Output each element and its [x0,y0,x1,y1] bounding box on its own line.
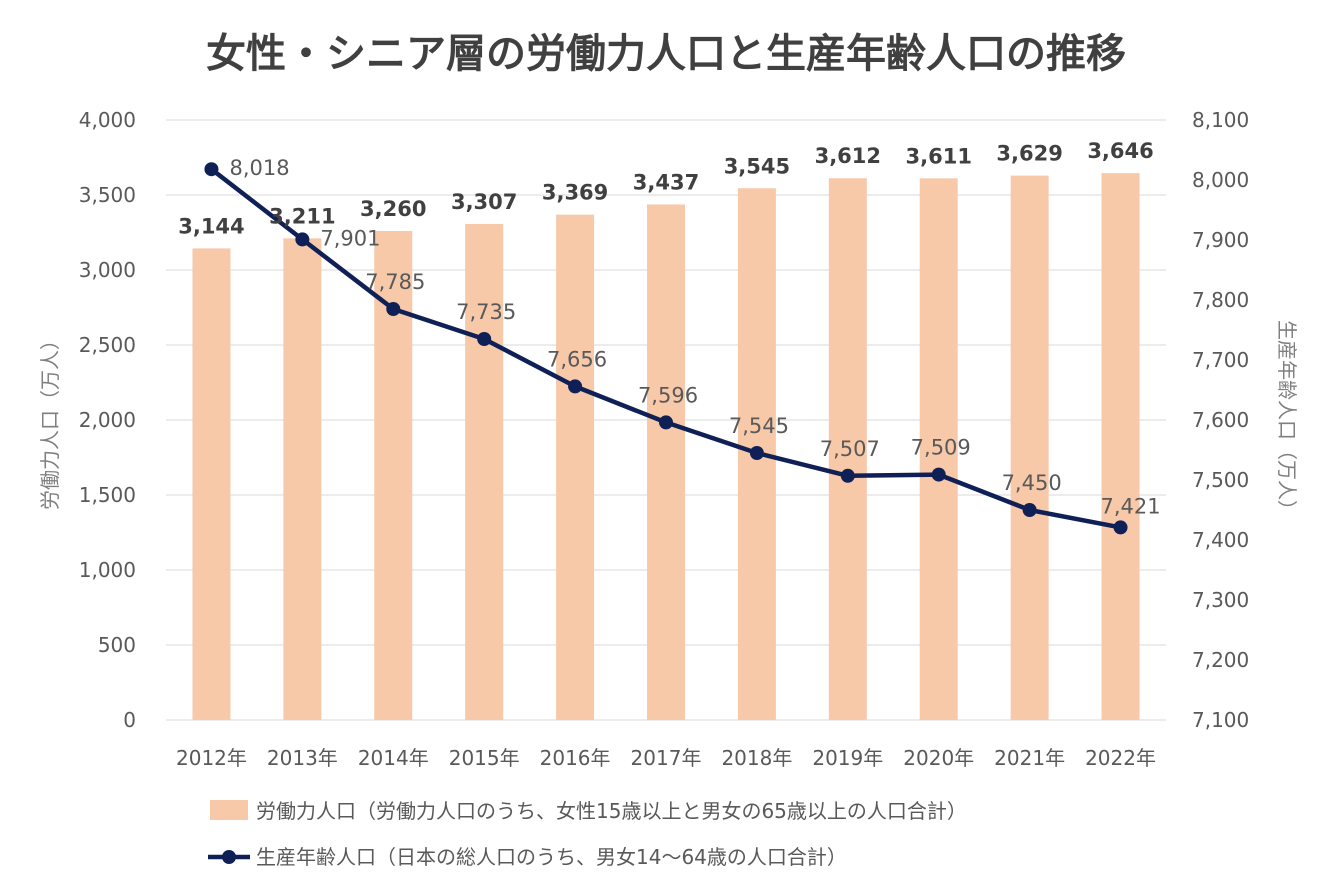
x-tick-label: 2017年 [631,746,702,770]
legend-bar-label: 労働力人口（労働力人口のうち、女性15歳以上と男女の65歳以上の人口合計） [256,799,967,823]
axes: 0 500 1,000 1,500 2,000 2,500 3,000 3,500 4,000 7… [79,108,1250,770]
bar [283,238,322,720]
legend-line-marker [222,850,236,864]
bar-data-label: 3,646 [1087,139,1153,163]
line-point [204,162,219,177]
bar-data-label: 3,260 [360,197,426,221]
y2-tick-label: 7,700 [1192,348,1249,372]
line-data-label: 7,450 [1002,471,1062,495]
bar-data-label: 3,545 [724,154,790,178]
line-series [204,162,1128,535]
line-point [749,446,764,460]
bar [1010,175,1049,720]
bar [556,214,595,720]
y2-tick-label: 7,500 [1192,468,1249,492]
y-tick-label: 500 [98,633,136,657]
y2-tick-label: 7,200 [1192,648,1249,672]
data-labels: 3,144 3,211 3,260 3,307 3,369 3,437 3,545 3,612… [178,139,1160,518]
line-point [568,379,583,394]
line-data-label: 7,421 [1100,494,1160,518]
y-tick-label: 2,500 [79,333,136,357]
x-tick-label: 2020年 [903,746,974,770]
bar [919,178,958,721]
y-tick-label: 1,000 [79,558,136,582]
y-tick-label: 3,500 [79,183,136,207]
line-data-label: 7,901 [320,226,380,250]
line-data-label: 7,509 [911,436,971,460]
y-tick-label: 1,500 [79,483,136,507]
line-point [659,415,673,430]
bar-data-label: 3,307 [451,190,517,214]
x-tick-label: 2022年 [1085,746,1156,770]
line-data-label: 7,596 [638,383,698,407]
bar [465,223,504,720]
bar-data-label: 3,211 [269,204,335,228]
line-point [386,302,401,316]
bar-data-label: 3,369 [542,181,608,205]
y2-tick-label: 7,800 [1192,288,1249,312]
x-tick-label: 2013年 [267,746,338,770]
x-tick-label: 2015年 [449,746,520,770]
line-point [1113,520,1128,535]
line-data-label: 7,785 [365,270,425,294]
bar-data-label: 3,611 [906,144,972,168]
y-tick-label: 2,000 [79,408,136,432]
y2-tick-label: 8,100 [1192,108,1249,132]
line-point [1022,503,1037,517]
y-tick-label: 4,000 [79,108,136,132]
y-tick-label: 0 [123,708,136,732]
line-data-label: 7,545 [729,414,789,438]
bar [647,204,685,720]
line-data-label: 8,018 [229,156,289,180]
bar-series [192,173,1140,721]
legend-bar-swatch [210,800,248,820]
line-point [295,232,310,247]
line-data-label: 7,656 [547,347,607,371]
y2-tick-label: 7,300 [1192,588,1249,612]
x-tick-label: 2016年 [540,746,611,770]
x-tick-label: 2019年 [812,746,883,770]
legend-line-label: 生産年齢人口（日本の総人口のうち、男女14〜64歳の人口合計） [256,845,847,869]
y2-tick-label: 7,400 [1192,528,1249,552]
line-data-label: 7,507 [820,437,880,461]
y2-tick-label: 8,000 [1192,168,1249,192]
chart-title: 女性・シニア層の労働力人口と生産年齢人口の推移 [206,31,1126,77]
bar [828,178,867,720]
line-point [931,467,946,482]
y-tick-label: 3,000 [79,258,136,282]
bar-data-label: 3,437 [633,170,699,194]
legend: 労働力人口（労働力人口のうち、女性15歳以上と男女の65歳以上の人口合計） 生産… [208,799,967,869]
x-tick-label: 2014年 [358,746,429,770]
bar-data-label: 3,612 [815,144,881,168]
y2-tick-label: 7,100 [1192,708,1249,732]
y2-tick-label: 7,900 [1192,228,1249,252]
bar [1101,173,1140,721]
line-point [840,468,855,483]
line-data-label: 7,735 [456,300,516,324]
bar [192,248,231,720]
line-point [477,332,492,346]
y2-axis-label: 生産年齢人口（万人） [1275,320,1299,520]
y2-tick-label: 7,600 [1192,408,1249,432]
x-tick-label: 2018年 [721,746,792,770]
bar-data-label: 3,629 [996,142,1062,166]
y-axis-label: 労働力人口（万人） [38,330,62,510]
x-tick-label: 2012年 [176,746,247,770]
bar-data-label: 3,144 [178,214,244,238]
x-tick-label: 2021年 [994,746,1065,770]
